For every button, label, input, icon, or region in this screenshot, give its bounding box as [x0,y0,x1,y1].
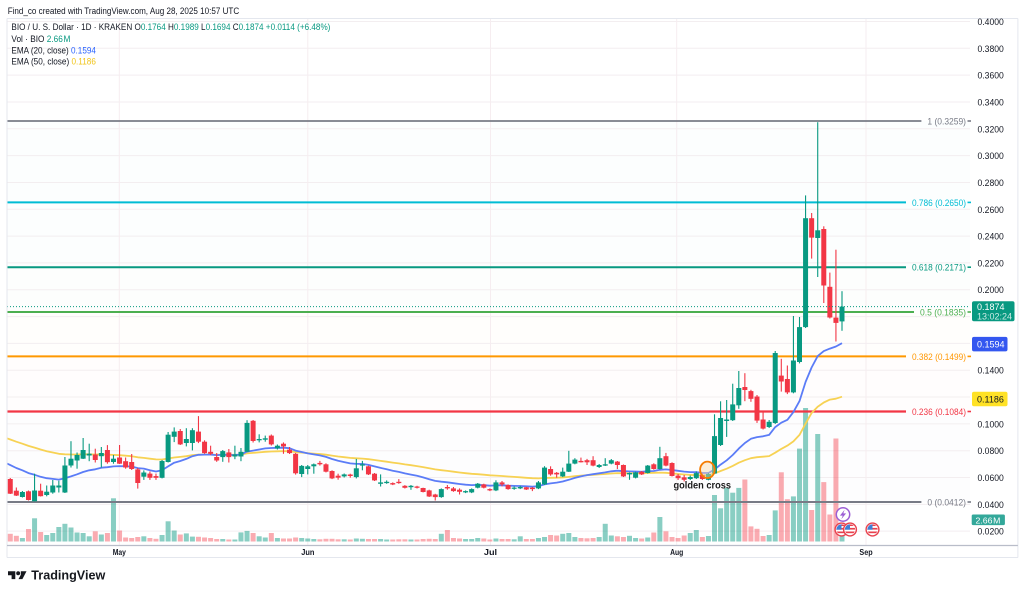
svg-text:0.2000: 0.2000 [978,285,1004,295]
svg-text:Jun: Jun [301,547,314,557]
svg-text:0.3800: 0.3800 [978,44,1004,54]
svg-text:0.2600: 0.2600 [978,205,1004,215]
svg-text:0.1186: 0.1186 [977,394,1004,404]
svg-text:0.1000: 0.1000 [978,419,1004,429]
svg-text:Sep: Sep [859,547,872,557]
svg-text:13:02:24: 13:02:24 [977,312,1012,322]
svg-text:0.1400: 0.1400 [978,366,1004,376]
svg-text:0.3000: 0.3000 [978,151,1004,161]
svg-text:TradingView: TradingView [31,568,105,582]
svg-text:0 (0.0412): 0 (0.0412) [927,498,966,508]
svg-text:Aug: Aug [670,547,683,557]
svg-text:golden cross: golden cross [674,480,732,491]
svg-text:0.0800: 0.0800 [978,446,1004,456]
svg-text:0.618 (0.2171): 0.618 (0.2171) [912,263,966,273]
svg-text:0.4000: 0.4000 [978,17,1004,27]
svg-text:0.236 (0.1084): 0.236 (0.1084) [912,407,966,417]
svg-text:May: May [113,547,126,557]
svg-text:0.2400: 0.2400 [978,232,1004,242]
svg-text:2.66 M: 2.66 M [976,515,1001,525]
svg-text:0.3400: 0.3400 [978,98,1004,108]
svg-text:0.0200: 0.0200 [978,527,1004,537]
svg-text:0.3600: 0.3600 [978,71,1004,81]
svg-text:EMA (20, close) 0.1594: EMA (20, close) 0.1594 [11,46,96,56]
svg-text:0.1874: 0.1874 [977,302,1005,312]
svg-text:0.1594: 0.1594 [977,340,1005,350]
svg-text:1 (0.3259): 1 (0.3259) [927,117,966,127]
svg-text:0.3200: 0.3200 [978,124,1004,134]
svg-text:0.2200: 0.2200 [978,258,1004,268]
svg-text:0.382 (0.1499): 0.382 (0.1499) [912,352,966,362]
svg-text:0.786 (0.2650): 0.786 (0.2650) [912,198,966,208]
svg-text:BIO / U. S. Dollar · 1D · KRAK: BIO / U. S. Dollar · 1D · KRAKEN O0.1764… [11,22,330,32]
svg-text:EMA (50, close) 0.1186: EMA (50, close) 0.1186 [11,57,96,67]
svg-text:0.0400: 0.0400 [978,500,1004,510]
svg-text:0.2800: 0.2800 [978,178,1004,188]
svg-text:0.0600: 0.0600 [978,473,1004,483]
svg-text:Find_co created with TradingVi: Find_co created with TradingView.com, Au… [8,6,240,16]
svg-text:Vol · BIO 2.66 M: Vol · BIO 2.66 M [11,34,70,44]
svg-text:0.5 (0.1835): 0.5 (0.1835) [920,308,966,318]
svg-text:Jul: Jul [484,547,497,557]
